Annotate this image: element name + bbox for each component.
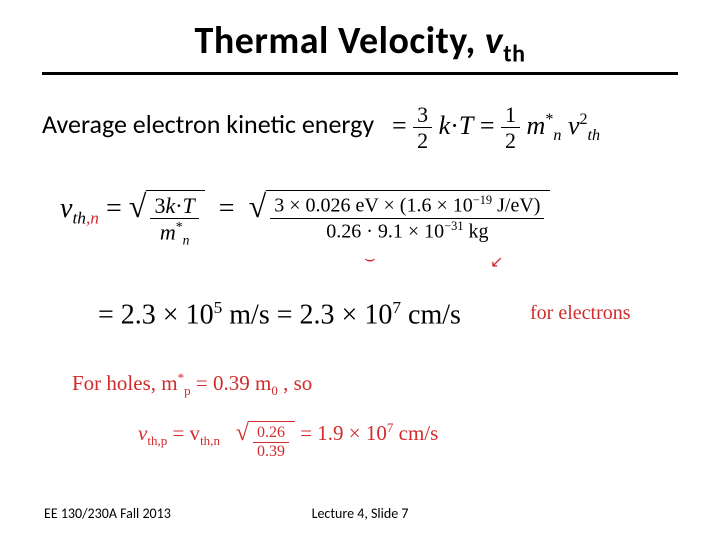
ke-frac1-den: 2: [413, 128, 432, 153]
sqrt1-num-k: k: [165, 193, 175, 218]
den-numeric: 0.26 · 9.1 × 10: [326, 220, 444, 242]
vthp-mid-sub: th,n: [200, 433, 220, 448]
slide-title: Thermal Velocity, vth: [0, 18, 720, 69]
sqrt1-num-dot: ·: [175, 193, 182, 218]
sqrt1-den-sub: n: [183, 233, 190, 248]
ke-v-sub: th: [588, 127, 601, 144]
num-numeric-exp: −19: [473, 193, 492, 207]
ke-frac1-num: 3: [413, 102, 432, 128]
ke-v-sup: 2: [579, 111, 587, 128]
ke-T: T: [459, 111, 473, 140]
vthp-sqrt-den: 0.39: [253, 443, 289, 461]
vthp-v: v: [138, 421, 147, 445]
holes-tail: , so: [278, 371, 312, 395]
hand-arrow-mark: ↙: [490, 252, 503, 272]
vthp-sqrt-num: 0.26: [253, 424, 289, 443]
ke-dot: ·: [450, 111, 459, 140]
equation-vth-formula: vth,n = √ 3k·T m*n = √ 3 × 0.026 eV × (1…: [60, 190, 550, 249]
title-var: v: [485, 18, 503, 64]
den-numeric-tail: kg: [464, 220, 489, 242]
vthp-result: = 1.9 × 10: [300, 421, 387, 445]
num-numeric: 3 × 0.026 eV × (1.6 × 10: [274, 195, 472, 217]
res-eq: = 2.3 × 10: [98, 299, 214, 330]
body-text-line: Average electron kinetic energy: [42, 108, 374, 140]
holes-prefix: For holes, m: [72, 371, 178, 395]
footer-center: Lecture 4, Slide 7: [0, 505, 720, 522]
ke-frac2-num: 1: [501, 102, 520, 128]
equation-vth-result: = 2.3 × 105 m/s = 2.3 × 107 cm/s: [98, 298, 461, 331]
sqrt1-num-T: T: [183, 193, 195, 218]
ke-m-sup: *: [545, 111, 553, 128]
vthp-sub: th,p: [147, 433, 167, 448]
sqrt1-den-m: m: [160, 220, 176, 245]
hand-underline-026: ⌣: [364, 248, 374, 269]
sqrt1-den-sup: *: [176, 219, 183, 234]
res-exp2: 7: [392, 298, 401, 317]
ke-m: m: [527, 111, 546, 140]
res-exp1: 5: [214, 298, 223, 317]
vth-lhs-sub: th: [72, 209, 86, 228]
den-numeric-exp: −31: [444, 219, 463, 233]
title-prefix: Thermal Velocity,: [195, 18, 485, 64]
ke-frac2-den: 2: [501, 128, 520, 153]
vth-lhs-v: v: [60, 193, 72, 224]
title-underline: [42, 72, 678, 75]
hand-vthp-line: vth,p = vth,n √ 0.26 0.39 = 1.9 × 107 cm…: [138, 420, 438, 462]
res-unit1: m/s = 2.3 × 10: [222, 299, 392, 330]
equation-kinetic-energy: = 3 2 k·T = 1 2 m*n v2th: [392, 102, 600, 154]
holes-eq: = 0.39 m: [191, 371, 272, 395]
ke-m-sub: n: [553, 127, 561, 144]
ke-k: k: [439, 111, 451, 140]
vthp-result-tail: cm/s: [393, 421, 438, 445]
body-line-1: Average electron kinetic energy: [42, 108, 374, 140]
sqrt1-num-3: 3: [154, 193, 165, 218]
num-numeric-tail: J/eV): [492, 195, 540, 217]
ke-v: v: [568, 111, 580, 140]
title-subscript: th: [503, 40, 525, 69]
res-unit2: cm/s: [401, 299, 461, 330]
hand-for-holes-line: For holes, m*p = 0.39 m0 , so: [72, 370, 312, 399]
vthp-mid: = v: [172, 421, 200, 445]
hand-for-electrons: for electrons: [530, 302, 631, 325]
vth-lhs-sub-hand: ,n: [86, 209, 99, 228]
